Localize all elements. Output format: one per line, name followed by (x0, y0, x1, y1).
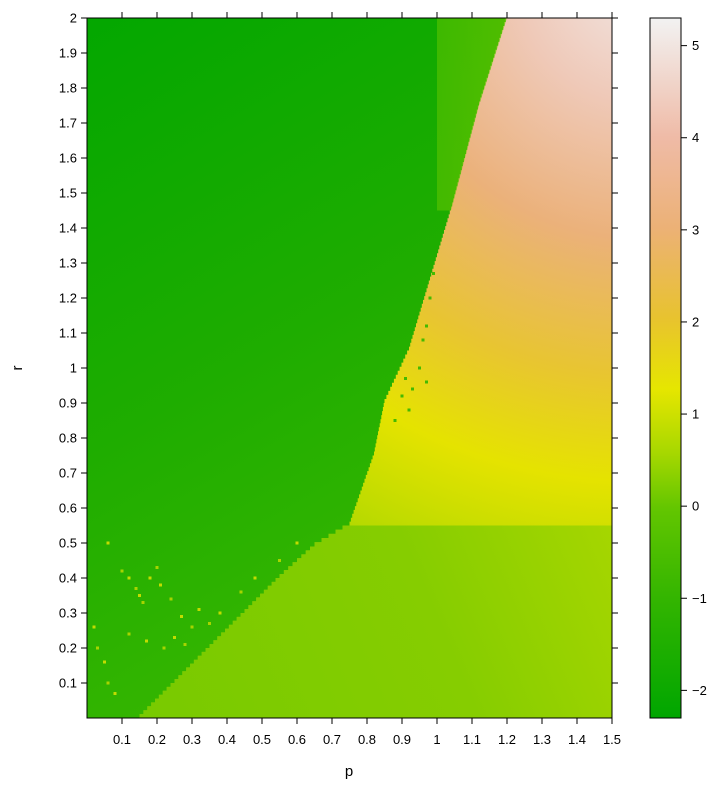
heatmap-speckle (92, 625, 96, 629)
x-tick-label: 1.1 (463, 732, 481, 747)
heatmap-speckle (218, 611, 222, 615)
y-tick-label: 0.5 (59, 536, 77, 551)
heatmap-transition-band (437, 18, 507, 211)
colorbar-tick-label: 0 (692, 499, 699, 514)
x-tick-label: 0.3 (183, 732, 201, 747)
heatmap (87, 18, 612, 718)
colorbar-tick-label: 1 (692, 407, 699, 422)
heatmap-speckle (103, 660, 106, 664)
colorbar-tick-label: −1 (692, 591, 707, 606)
y-tick-label: 2 (70, 11, 77, 26)
heatmap-speckle (190, 625, 194, 629)
x-tick-label: 0.6 (288, 732, 306, 747)
y-tick-label: 0.8 (59, 431, 77, 446)
heatmap-speckle (180, 615, 183, 618)
y-tick-label: 1.5 (59, 186, 77, 201)
heatmap-speckle (169, 597, 173, 601)
y-tick-label: 1.4 (59, 221, 77, 236)
y-tick-label: 0.2 (59, 641, 77, 656)
x-tick-label: 1.5 (603, 732, 621, 747)
heatmap-speckle (393, 419, 397, 422)
heatmap-speckle (141, 601, 145, 604)
heatmap-speckle (127, 632, 131, 636)
y-tick-label: 0.4 (59, 571, 77, 586)
y-axis: 0.1 0.2 0.3 0.4 0.5 0.6 0.7 0.8 0.9 1 1.1 1.2 1.3 1.4… (59, 11, 618, 691)
heatmap-speckles (92, 272, 435, 695)
y-tick-label: 1 (70, 361, 77, 376)
heatmap-speckle (295, 541, 299, 545)
x-tick-label: 0.2 (148, 732, 166, 747)
heatmap-speckle (208, 622, 211, 625)
heatmap-speckle (113, 692, 117, 695)
heatmap-speckle (418, 366, 421, 370)
colorbar-tick-label: 5 (692, 38, 699, 53)
x-tick-label: 0.5 (253, 732, 271, 747)
colorbar-tick-label: −2 (692, 683, 707, 698)
x-axis-label: p (345, 763, 353, 780)
heatmap-speckle (400, 394, 404, 398)
heatmap-speckle (148, 576, 152, 580)
heatmap-speckle (421, 338, 425, 342)
x-tick-label: 0.7 (323, 732, 341, 747)
colorbar-tick-label: 4 (692, 130, 699, 145)
colorbar-ticks: −2 −1 0 1 2 3 4 5 (681, 38, 707, 698)
heatmap-speckle (96, 646, 99, 650)
y-tick-label: 1.8 (59, 81, 77, 96)
heatmap-speckle (120, 569, 124, 573)
heatmap-speckle (428, 296, 432, 300)
x-tick-label: 0.9 (393, 732, 411, 747)
heatmap-speckle (239, 590, 243, 594)
heatmap-speckle (159, 583, 162, 587)
x-tick-label: 0.4 (218, 732, 236, 747)
y-axis-label: r (9, 366, 26, 371)
y-tick-label: 0.1 (59, 676, 77, 691)
x-tick-label: 1.3 (533, 732, 551, 747)
heatmap-lower-region (139, 525, 612, 718)
heatmap-speckle (155, 566, 159, 569)
heatmap-speckle (106, 681, 110, 685)
heatmap-speckle (425, 380, 428, 384)
heatmap-speckle (127, 576, 131, 580)
y-tick-label: 0.9 (59, 396, 77, 411)
heatmap-speckle (134, 587, 138, 590)
x-axis: 0.1 0.2 0.3 0.4 0.5 0.6 0.7 0.8 0.9 1 1.1 1.2 1.3 1.4… (113, 12, 621, 747)
x-tick-label: 0.8 (358, 732, 376, 747)
heatmap-speckle (425, 324, 428, 328)
heatmap-speckle (106, 541, 110, 545)
y-tick-label: 1.6 (59, 151, 77, 166)
x-tick-label: 1 (433, 732, 440, 747)
y-tick-label: 1.3 (59, 256, 77, 271)
colorbar-tick-label: 2 (692, 314, 699, 329)
heatmap-speckle (278, 559, 281, 562)
heatmap-speckle (138, 594, 141, 597)
y-tick-label: 1.1 (59, 326, 77, 341)
heatmap-speckle (404, 377, 407, 380)
heatmap-speckle (173, 636, 176, 639)
x-tick-label: 1.4 (568, 732, 586, 747)
heatmap-speckle (253, 576, 257, 580)
heatmap-speckle (183, 643, 187, 646)
y-tick-label: 1.9 (59, 46, 77, 61)
heatmap-speckle (162, 646, 166, 650)
heatmap-speckle (411, 387, 414, 391)
x-tick-label: 0.1 (113, 732, 131, 747)
y-tick-label: 0.3 (59, 606, 77, 621)
y-tick-label: 1.7 (59, 116, 77, 131)
heatmap-speckle (432, 272, 435, 275)
heatmap-speckle (407, 408, 411, 412)
y-tick-label: 0.7 (59, 466, 77, 481)
heatmap-speckle (145, 639, 148, 643)
y-tick-label: 0.6 (59, 501, 77, 516)
x-tick-label: 1.2 (498, 732, 516, 747)
heatmap-speckle (197, 608, 201, 611)
colorbar (649, 17, 682, 719)
y-tick-label: 1.2 (59, 291, 77, 306)
colorbar-tick-label: 3 (692, 222, 699, 237)
